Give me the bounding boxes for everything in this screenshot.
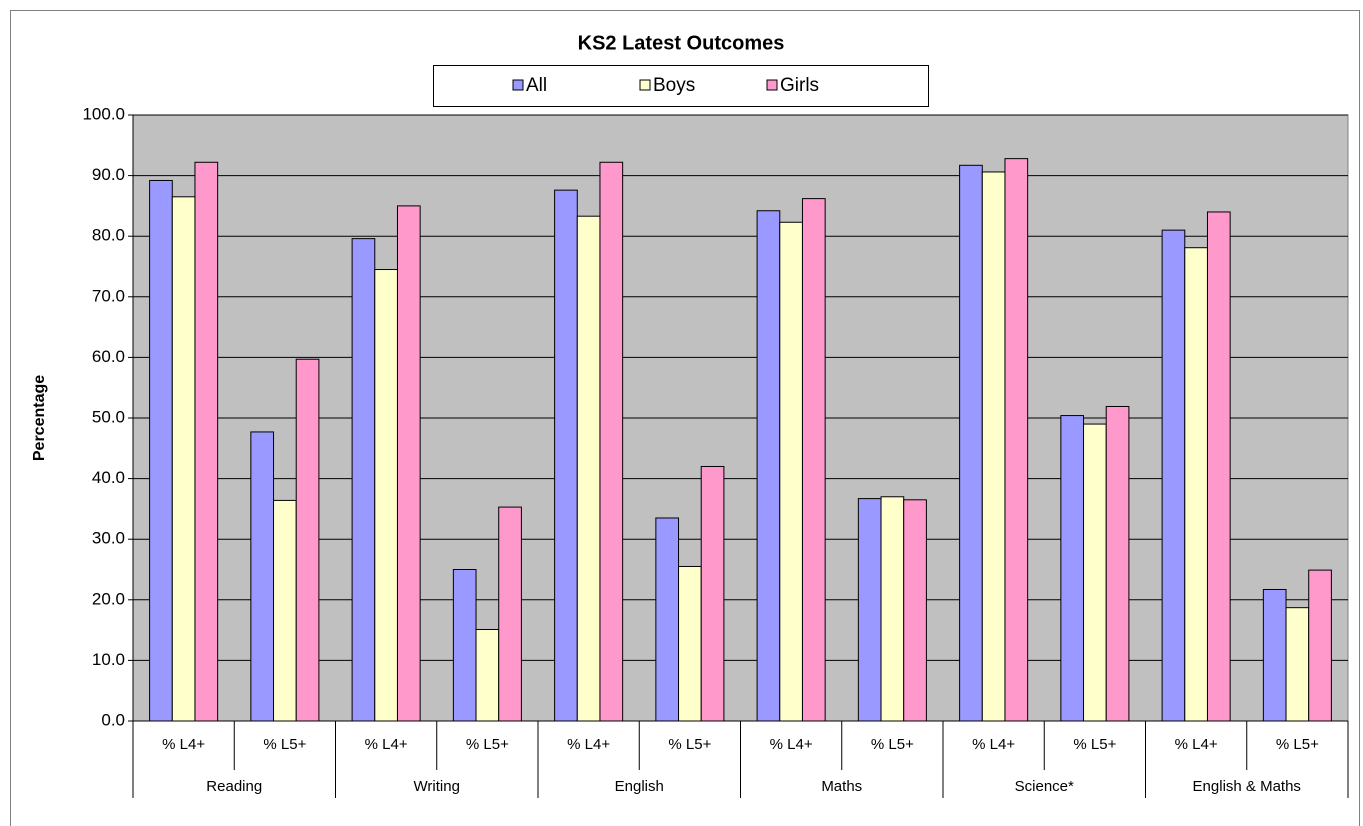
x-tick-label: % L5+ — [668, 736, 711, 753]
group-label: Writing — [414, 778, 460, 795]
bar — [475, 628, 500, 722]
group-label: Reading — [206, 778, 262, 795]
bar — [1161, 229, 1186, 722]
y-tick-label: 50.0 — [92, 407, 125, 426]
legend-label: All — [526, 75, 547, 96]
bar — [351, 238, 376, 722]
bar — [655, 517, 680, 722]
x-tick-label: % L4+ — [972, 736, 1015, 753]
bar — [880, 496, 905, 722]
x-tick-label: % L5+ — [263, 736, 306, 753]
y-axis-label: Percentage — [31, 375, 48, 461]
bar — [779, 221, 803, 722]
bar — [801, 198, 826, 722]
bar — [498, 506, 522, 722]
bar — [959, 164, 983, 722]
bar — [149, 179, 173, 722]
bar — [1105, 405, 1130, 722]
bar — [857, 498, 882, 722]
bar — [756, 210, 781, 722]
group-label: English & Maths — [1193, 778, 1301, 795]
y-tick-label: 0.0 — [101, 710, 125, 729]
group-label: English — [615, 778, 664, 795]
y-tick-label: 60.0 — [92, 347, 125, 366]
legend-swatch — [639, 79, 651, 91]
bar — [599, 161, 624, 722]
x-tick-label: % L5+ — [1073, 736, 1116, 753]
legend-label: Boys — [653, 75, 695, 96]
x-tick-label: % L4+ — [162, 736, 205, 753]
bar — [1004, 158, 1029, 722]
bar — [678, 565, 702, 722]
y-tick-label: 90.0 — [92, 165, 125, 184]
y-tick-label: 30.0 — [92, 529, 125, 548]
y-tick-label: 80.0 — [92, 226, 125, 245]
y-tick-label: 100.0 — [82, 104, 125, 123]
bar — [452, 569, 477, 722]
y-tick-label: 40.0 — [92, 468, 125, 487]
bar — [1285, 607, 1310, 722]
y-tick-label: 20.0 — [92, 589, 125, 608]
bar — [554, 189, 578, 722]
bar — [374, 269, 398, 722]
x-tick-label: % L4+ — [1175, 736, 1218, 753]
x-tick-label: % L4+ — [365, 736, 408, 753]
bar — [295, 358, 320, 722]
legend-swatch — [512, 79, 524, 91]
chart-title: KS2 Latest Outcomes — [578, 32, 785, 54]
bar — [1184, 247, 1208, 722]
legend-label: Girls — [780, 75, 819, 96]
bar — [1083, 423, 1107, 722]
group-label: Science* — [1015, 778, 1074, 795]
bar — [576, 215, 601, 722]
x-tick-label: % L5+ — [1276, 736, 1319, 753]
bar — [250, 431, 275, 722]
bar — [273, 499, 297, 722]
x-tick-label: % L5+ — [466, 736, 509, 753]
legend-swatch — [766, 79, 778, 91]
bar — [1206, 211, 1231, 722]
bar — [396, 205, 421, 722]
y-tick-label: 70.0 — [92, 286, 125, 305]
bar — [903, 499, 927, 722]
x-tick-label: % L4+ — [567, 736, 610, 753]
bar — [171, 196, 196, 722]
group-label: Maths — [821, 778, 862, 795]
bar — [981, 171, 1006, 722]
x-tick-label: % L4+ — [770, 736, 813, 753]
x-tick-label: % L5+ — [871, 736, 914, 753]
bar — [1262, 588, 1287, 722]
bar — [1308, 569, 1332, 722]
bar — [1060, 415, 1085, 722]
bar — [700, 465, 725, 722]
y-tick-label: 10.0 — [92, 650, 125, 669]
bar — [194, 161, 219, 722]
